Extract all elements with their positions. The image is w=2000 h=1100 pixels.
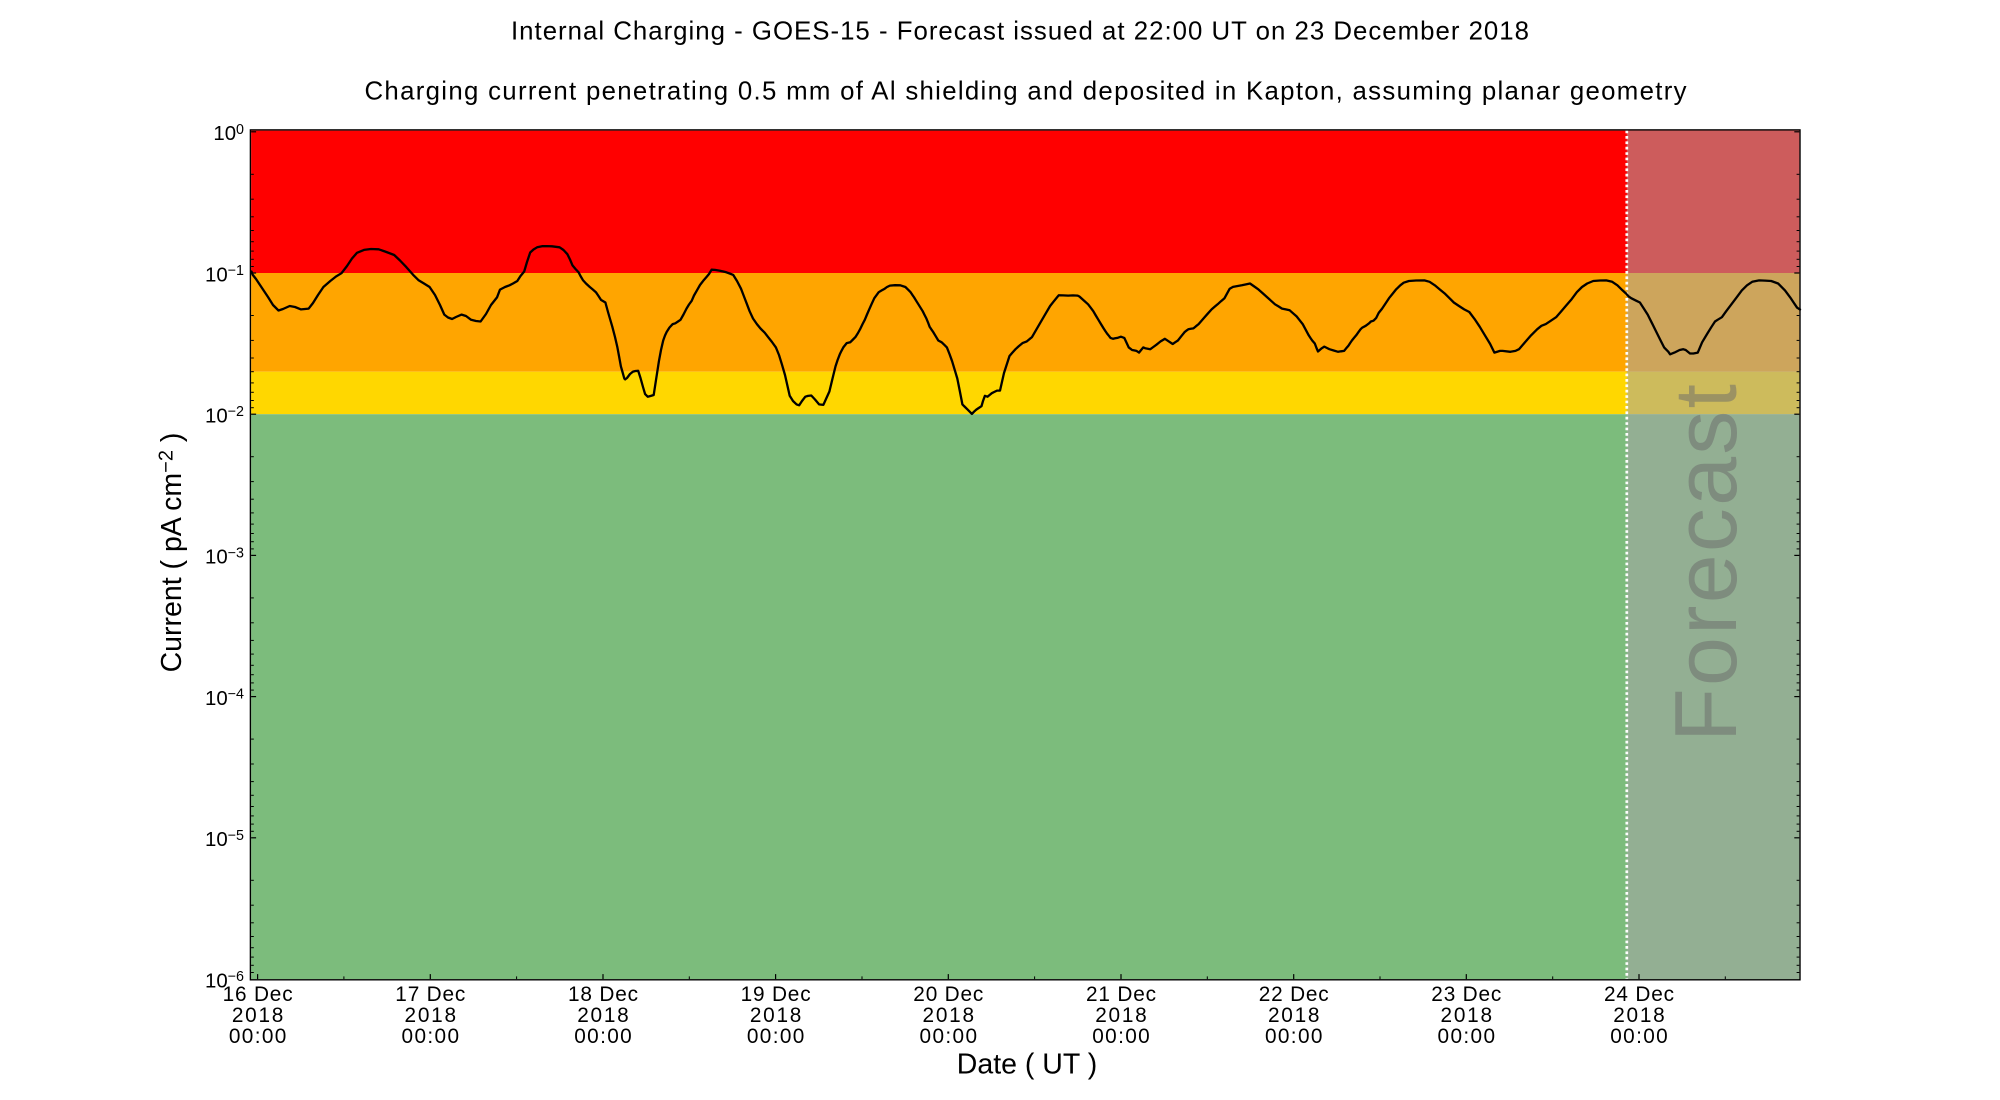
svg-text:Forecast: Forecast: [1656, 384, 1755, 742]
svg-text:Charging current penetrating 0: Charging current penetrating 0.5 mm of A…: [365, 78, 1687, 106]
svg-text:Internal Charging - GOES-15 -: Internal Charging - GOES-15 - Forecast i…: [511, 18, 1529, 46]
svg-text:Date ( UT ): Date ( UT ): [957, 1048, 1097, 1080]
svg-text:Current ( pA cm−2 ): Current ( pA cm−2 ): [156, 433, 189, 673]
